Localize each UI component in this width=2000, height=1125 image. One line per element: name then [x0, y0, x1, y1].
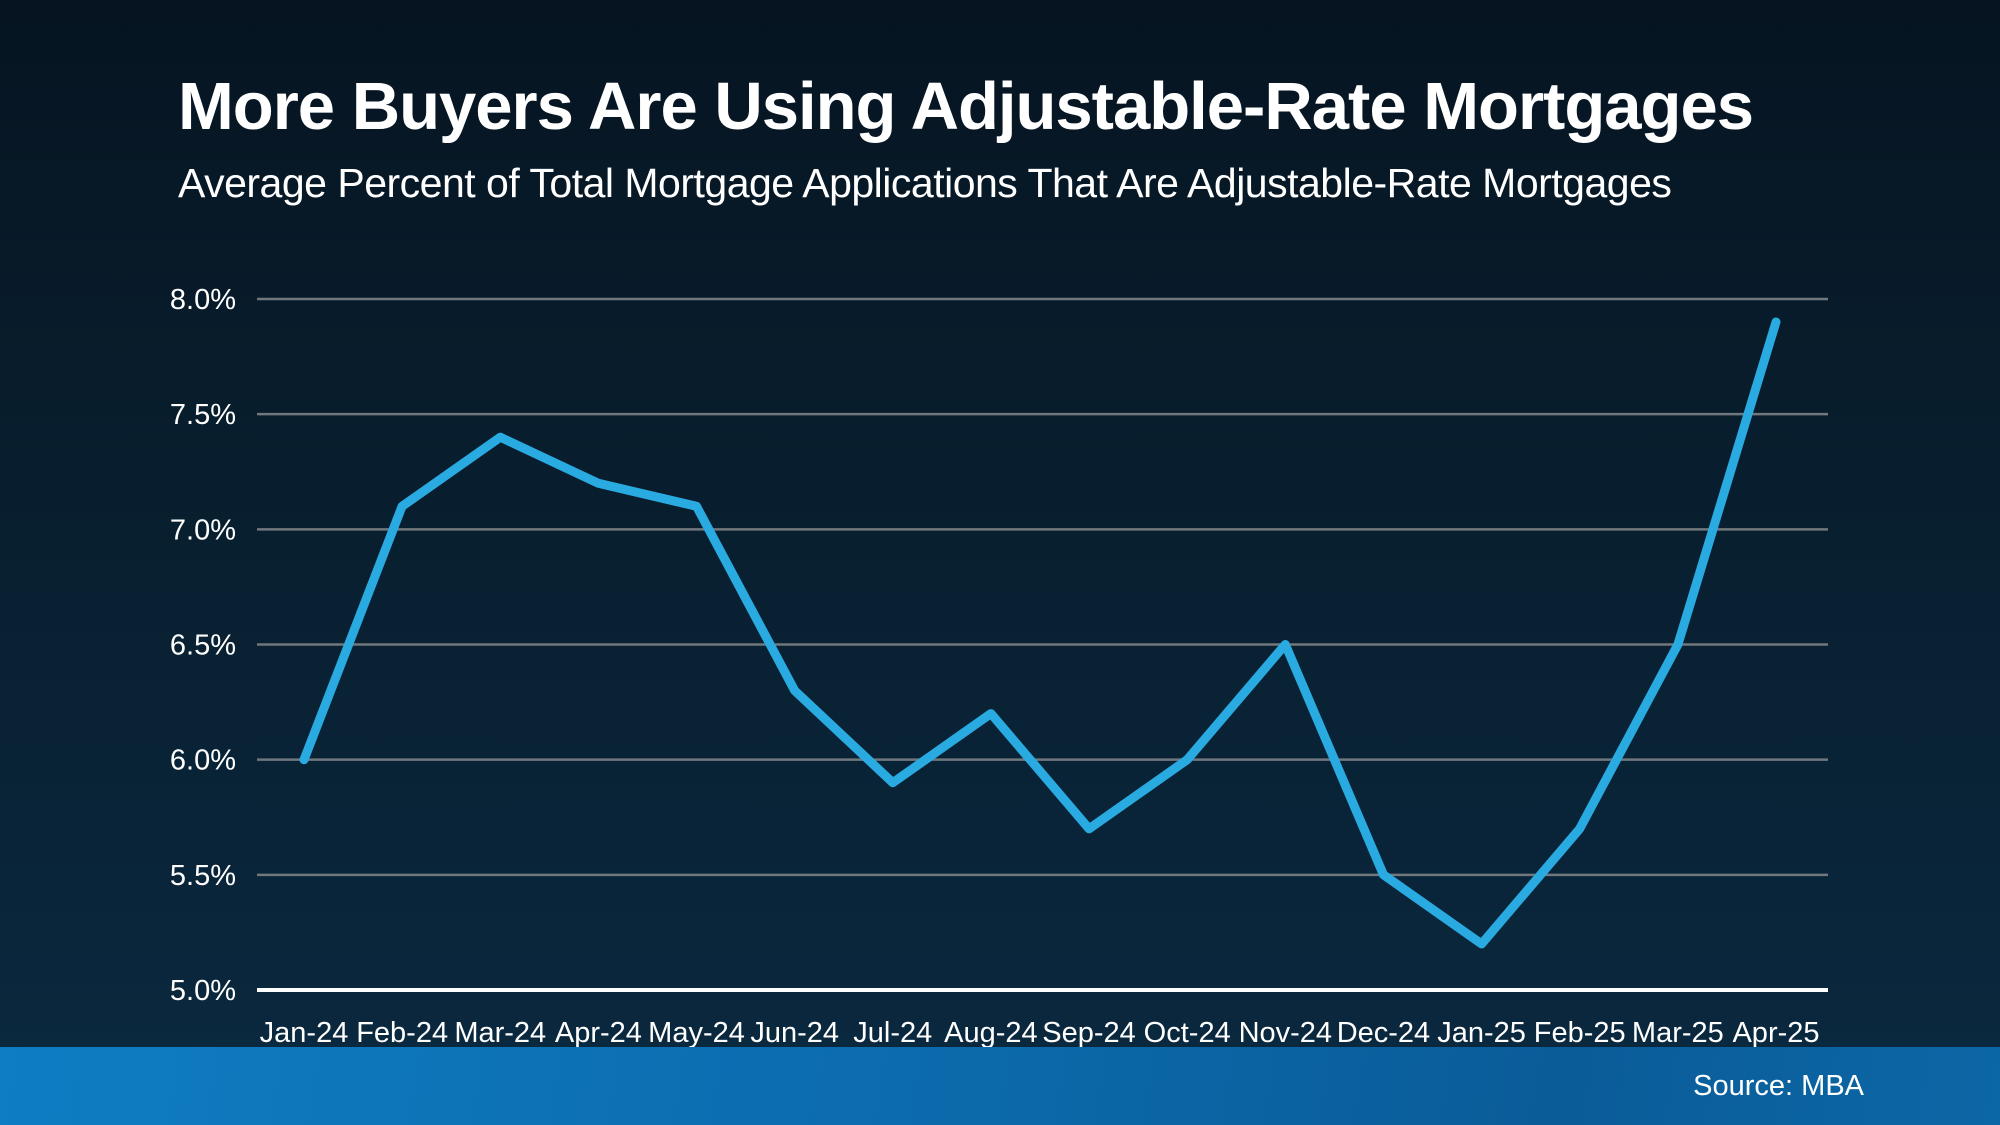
y-axis-tick-label: 6.5%	[170, 630, 236, 662]
x-axis-tick-label: Dec-24	[1337, 1017, 1431, 1049]
y-axis-tick-label: 7.5%	[170, 399, 236, 431]
y-axis-tick-label: 7.0%	[170, 514, 236, 546]
x-axis-tick-label: Mar-24	[454, 1017, 546, 1049]
chart-subtitle: Average Percent of Total Mortgage Applic…	[178, 160, 1672, 206]
y-axis-tick-label: 5.0%	[170, 975, 236, 1007]
arm-series-line	[299, 317, 1781, 949]
source-attribution: Source: MBA	[1693, 1070, 1864, 1102]
x-axis-tick-label: Feb-24	[356, 1017, 448, 1049]
series-layer	[299, 317, 1781, 949]
x-axis-tick-label: Jun-24	[750, 1017, 839, 1049]
x-axis-tick-label: Oct-24	[1144, 1017, 1231, 1049]
x-axis-tick-label: Jan-25	[1437, 1017, 1526, 1049]
x-axis-tick-label: Feb-25	[1534, 1017, 1626, 1049]
x-axis-tick-label: Apr-24	[555, 1017, 642, 1049]
chart-title: More Buyers Are Using Adjustable-Rate Mo…	[178, 69, 1754, 144]
y-axis-tick-label: 5.5%	[170, 860, 236, 892]
x-axis-tick-label: Apr-25	[1732, 1017, 1819, 1049]
x-axis-tick-label: Nov-24	[1239, 1017, 1333, 1049]
x-axis-tick-label: Jan-24	[260, 1017, 349, 1049]
x-axis-tick-label: May-24	[648, 1017, 745, 1049]
x-axis-tick-label: Sep-24	[1042, 1017, 1136, 1049]
x-axis-tick-label: Aug-24	[944, 1017, 1038, 1049]
y-axis-tick-label: 6.0%	[170, 745, 236, 777]
footer-band: Source: MBA	[0, 1047, 2000, 1125]
y-axis-tick-label: 8.0%	[170, 284, 236, 316]
axis-label-layer: 8.0% 7.5% 7.0% 6.5% 6.0% 5.5% 5.0% Jan-24 Feb-24…	[170, 284, 1820, 1049]
gridline-layer	[257, 297, 1828, 992]
x-axis-tick-label: Jul-24	[853, 1017, 932, 1049]
x-axis-tick-label: Mar-25	[1632, 1017, 1724, 1049]
